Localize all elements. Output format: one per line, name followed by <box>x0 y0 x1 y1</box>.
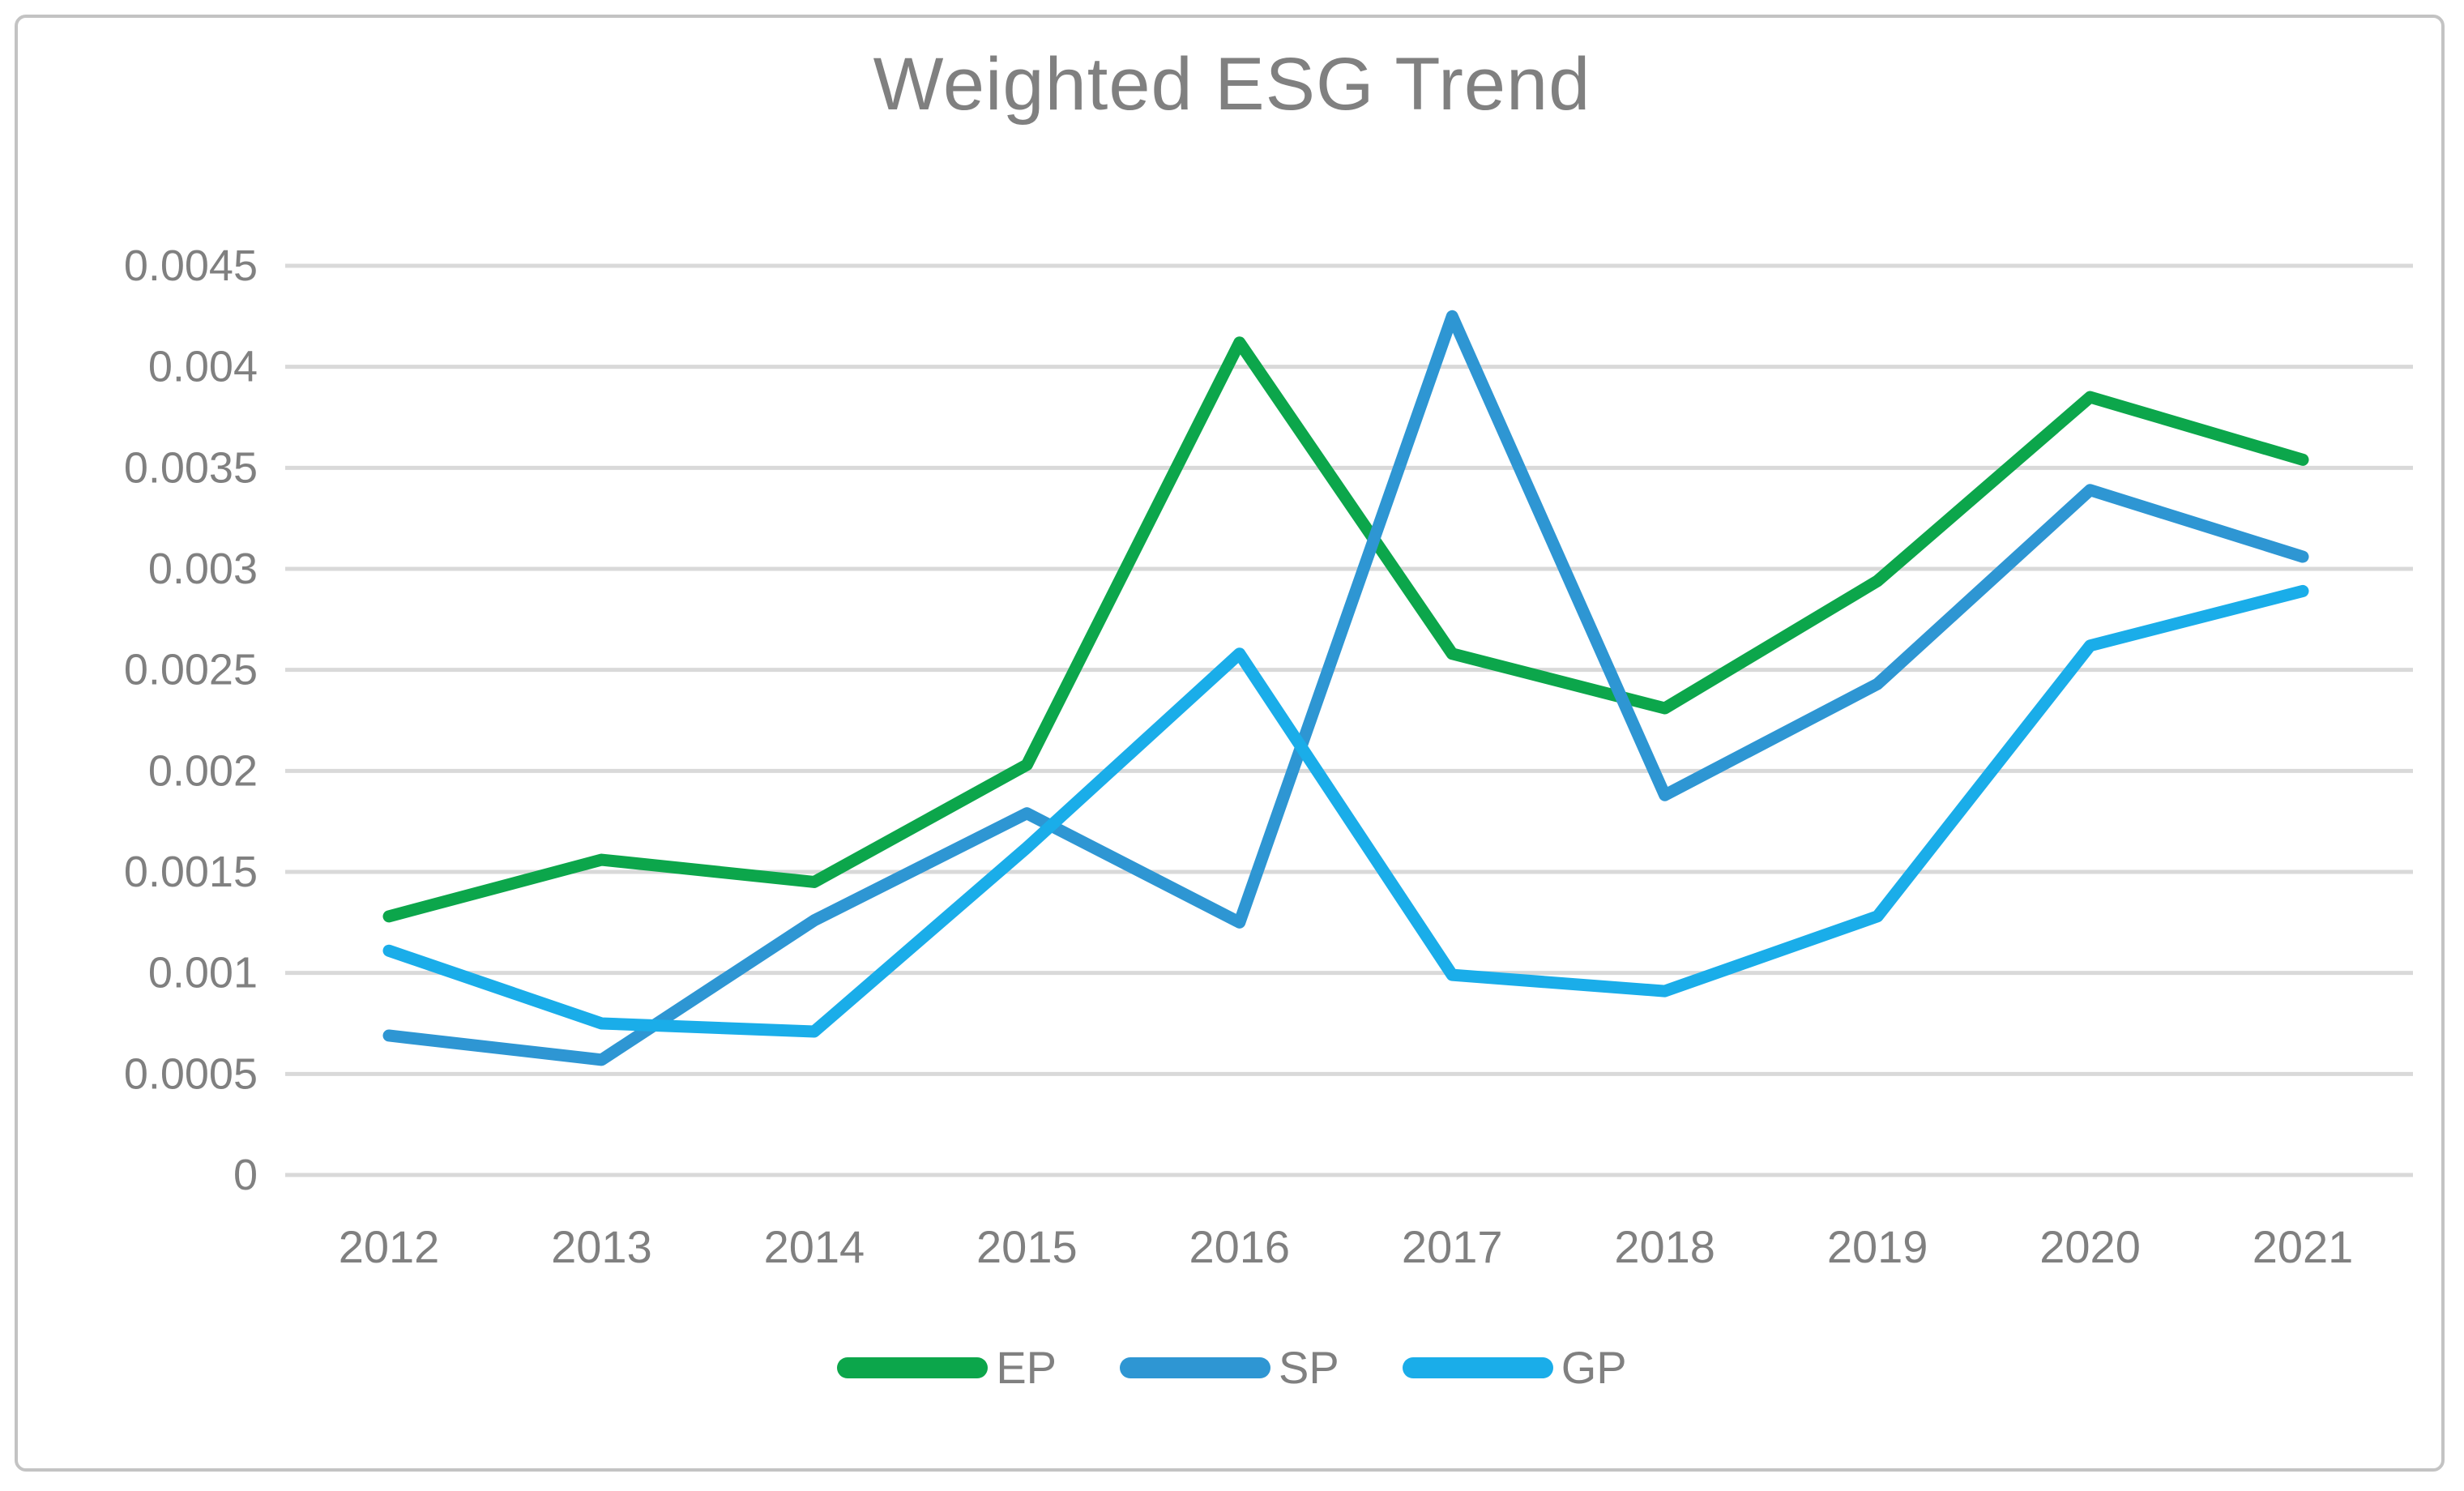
y-tick-label: 0.0025 <box>124 646 258 694</box>
y-tick-label: 0.004 <box>148 343 258 391</box>
legend-label-ep: EP <box>996 1342 1057 1393</box>
x-tick-label: 2019 <box>1827 1221 1928 1272</box>
x-tick-label: 2018 <box>1614 1221 1715 1272</box>
x-tick-label: 2016 <box>1189 1221 1290 1272</box>
gp-line-swatch <box>1402 1356 1553 1378</box>
legend-item-sp: SP <box>1120 1341 1339 1394</box>
x-tick-label: 2015 <box>976 1221 1078 1272</box>
chart-title: Weighted ESG Trend <box>873 43 1591 126</box>
series-line-sp <box>382 310 2309 1066</box>
legend-label-sp: SP <box>1279 1342 1339 1393</box>
y-tick-label: 0.0035 <box>124 443 258 492</box>
x-tick-label: 2013 <box>551 1221 652 1272</box>
series-line-gp <box>382 584 2309 1038</box>
x-tick-label: 2012 <box>339 1221 440 1272</box>
y-tick-label: 0.0015 <box>124 848 258 896</box>
chart-border-frame <box>15 15 2445 1472</box>
sp-line-swatch <box>1120 1356 1271 1378</box>
y-tick-label: 0 <box>233 1151 258 1199</box>
y-tick-label: 0.001 <box>148 949 258 998</box>
legend-item-gp: GP <box>1402 1341 1627 1394</box>
legend-item-ep: EP <box>837 1341 1057 1394</box>
y-tick-label: 0.0045 <box>124 241 258 290</box>
y-tick-label: 0.002 <box>148 746 258 795</box>
ep-line-swatch <box>837 1356 989 1378</box>
x-tick-label: 2014 <box>764 1221 865 1272</box>
x-tick-label: 2021 <box>2253 1221 2354 1272</box>
chart-legend: EP SP GP <box>0 1341 2464 1394</box>
x-tick-label: 2017 <box>1402 1221 1503 1272</box>
y-tick-label: 0.0005 <box>124 1049 258 1098</box>
legend-label-gp: GP <box>1561 1342 1627 1393</box>
x-tick-label: 2020 <box>2039 1221 2141 1272</box>
series-line-ep <box>382 336 2309 923</box>
y-tick-label: 0.003 <box>148 545 258 593</box>
